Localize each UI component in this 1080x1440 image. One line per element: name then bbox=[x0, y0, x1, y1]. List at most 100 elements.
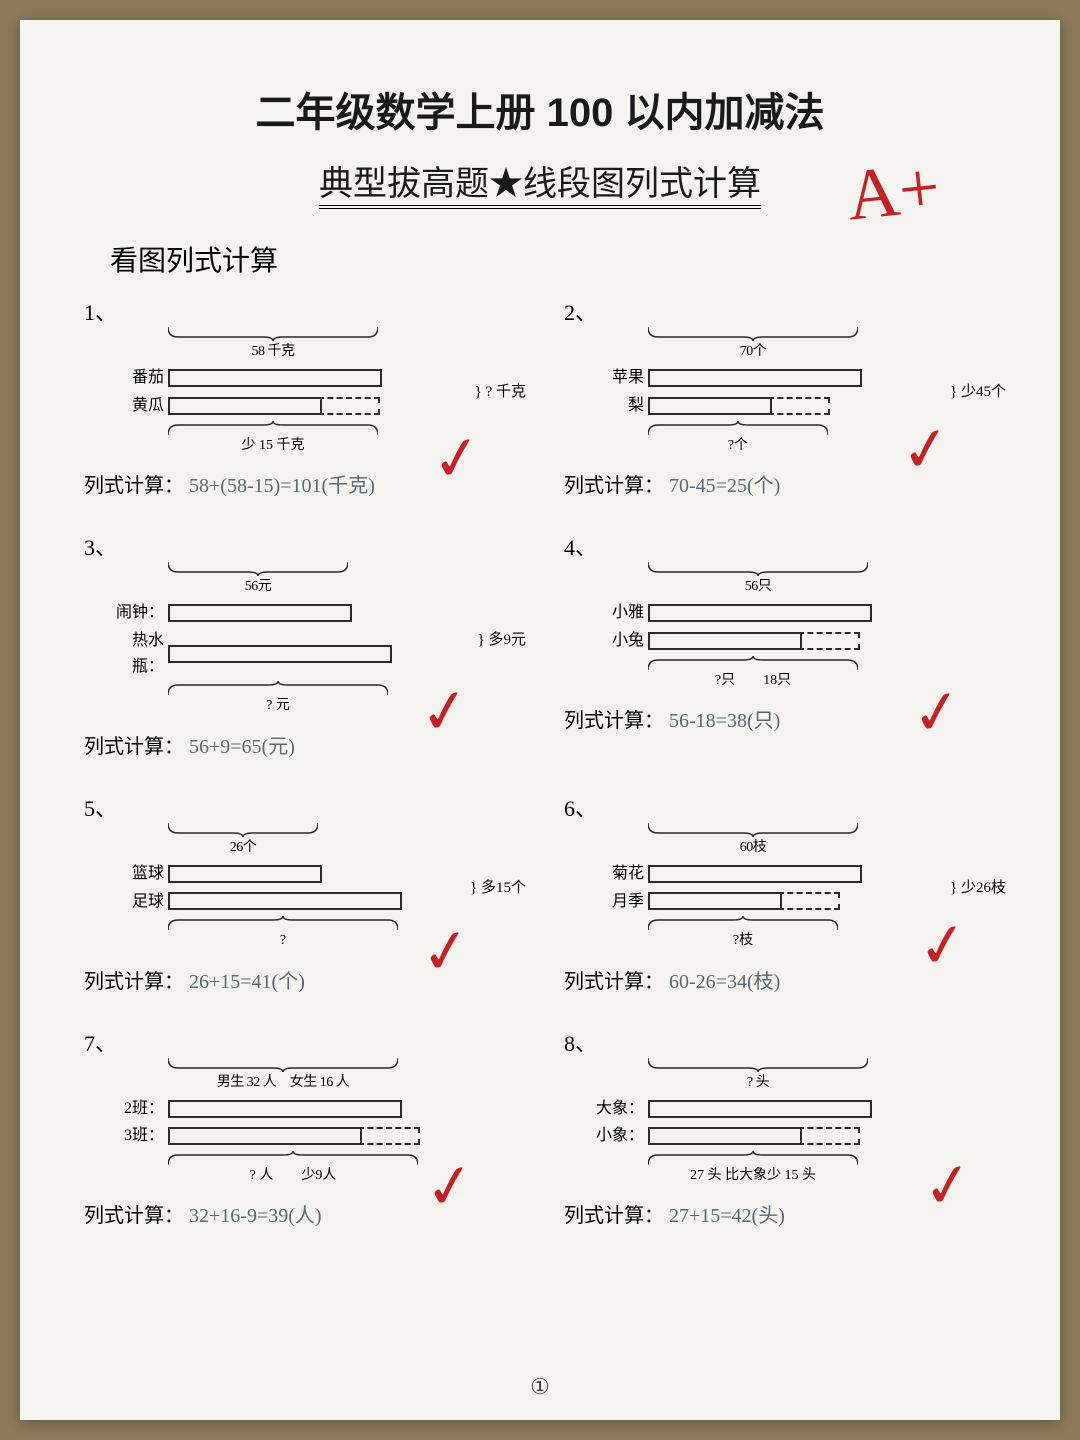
bottom-brace: ?枝 bbox=[648, 916, 838, 952]
bar-label: 苹果 bbox=[584, 365, 648, 391]
problem: 1、 58 千克 番茄 黄瓜 } ? 千克 少 15 千克 bbox=[80, 289, 520, 504]
bottom-label: ?枝 bbox=[648, 930, 838, 952]
bottom-label: 少 15 千克 bbox=[168, 435, 378, 457]
page-title: 二年级数学上册 100 以内加减法 bbox=[80, 80, 1000, 138]
problem: 5、 26个 篮球 足球 } 多15个 ? bbox=[80, 785, 520, 1000]
top-brace: 56元 bbox=[168, 562, 348, 598]
check-mark-icon: ✓ bbox=[918, 1148, 978, 1224]
side-note: } 少26枝 bbox=[950, 876, 1006, 900]
bottom-brace: ?个 bbox=[648, 421, 828, 457]
top-brace: 男生 32 人 女生 16 人 bbox=[168, 1058, 398, 1094]
bar-label: 闹钟： bbox=[104, 600, 168, 626]
top-label: 58 千克 bbox=[168, 341, 378, 363]
bar-segment bbox=[168, 1100, 402, 1118]
answer-label: 列式计算： bbox=[564, 475, 664, 497]
bar-segment bbox=[648, 1127, 802, 1145]
problem: 2、 70个 苹果 梨 } 少45个 ?个 bbox=[560, 289, 1000, 504]
side-note: } 少45个 bbox=[950, 380, 1006, 404]
problem: 8、 ? 头 大象： 小象： 27 头 比大象少 15 头 bbox=[560, 1020, 1000, 1235]
bar-label: 篮球 bbox=[104, 861, 168, 887]
problem: 3、 56元 闹钟： 热水瓶： } 多9元 ? 元 bbox=[80, 524, 520, 765]
bar-segment bbox=[168, 1127, 362, 1145]
student-answer: 60-26=34(枝) bbox=[669, 971, 780, 993]
bottom-label: ? 人 少9人 bbox=[168, 1165, 418, 1187]
bar-label: 黄瓜 bbox=[104, 393, 168, 419]
problem-number: 2、 bbox=[564, 295, 597, 327]
student-answer: 70-45=25(个) bbox=[669, 475, 780, 497]
page-number: ① bbox=[530, 1374, 550, 1400]
bottom-brace: ? 元 bbox=[168, 681, 388, 717]
problem-grid: 1、 58 千克 番茄 黄瓜 } ? 千克 少 15 千克 bbox=[80, 289, 1000, 1234]
top-brace: 60枝 bbox=[648, 823, 858, 859]
bottom-label: 27 头 比大象少 15 头 bbox=[648, 1165, 858, 1187]
student-answer: 32+16-9=39(人) bbox=[189, 1205, 322, 1227]
problem-number: 7、 bbox=[84, 1026, 117, 1058]
bar-segment bbox=[168, 369, 382, 387]
bar-segment bbox=[168, 604, 352, 622]
bar-label: 小兔 bbox=[584, 628, 648, 654]
check-mark-icon: ✓ bbox=[428, 421, 488, 497]
bar-segment bbox=[648, 892, 782, 910]
student-answer: 58+(58-15)=101(千克) bbox=[189, 475, 375, 497]
bar-segment bbox=[648, 632, 802, 650]
top-brace: 26个 bbox=[168, 823, 318, 859]
top-label: 26个 bbox=[168, 837, 318, 859]
bar-segment bbox=[168, 645, 392, 663]
top-brace: 70个 bbox=[648, 327, 858, 363]
bar-label: 3班： bbox=[104, 1123, 168, 1149]
answer-label: 列式计算： bbox=[564, 710, 664, 732]
bar-label: 月季 bbox=[584, 889, 648, 915]
check-mark-icon: ✓ bbox=[908, 675, 968, 751]
top-label: 男生 32 人 女生 16 人 bbox=[168, 1072, 398, 1094]
bar-segment bbox=[168, 865, 322, 883]
bar-label: 梨 bbox=[584, 393, 648, 419]
top-label: 60枝 bbox=[648, 837, 858, 859]
bar-segment bbox=[648, 397, 772, 415]
check-mark-icon: ✓ bbox=[896, 412, 956, 488]
top-brace: ? 头 bbox=[648, 1058, 868, 1094]
problem: 4、 56只 小雅 小兔 ?只 18只 bbox=[560, 524, 1000, 765]
check-mark-icon: ✓ bbox=[416, 913, 476, 989]
answer-label: 列式计算： bbox=[84, 475, 184, 497]
problem: 6、 60枝 菊花 月季 } 少26枝 ?枝 bbox=[560, 785, 1000, 1000]
student-answer: 56+9=65(元) bbox=[189, 736, 295, 758]
section-heading: 看图列式计算 bbox=[110, 239, 1000, 279]
answer-label: 列式计算： bbox=[84, 971, 184, 993]
top-brace: 56只 bbox=[648, 562, 868, 598]
bar-segment bbox=[648, 604, 872, 622]
bottom-brace: 27 头 比大象少 15 头 bbox=[648, 1151, 858, 1187]
bar-label: 足球 bbox=[104, 889, 168, 915]
problem-number: 8、 bbox=[564, 1026, 597, 1058]
bottom-brace: ? 人 少9人 bbox=[168, 1151, 418, 1187]
side-note: } 多9元 bbox=[478, 628, 526, 652]
problem: 7、 男生 32 人 女生 16 人 2班： 3班： ? 人 少9人 bbox=[80, 1020, 520, 1235]
student-answer: 56-18=38(只) bbox=[669, 710, 780, 732]
side-note: } 多15个 bbox=[470, 876, 526, 900]
bar-label: 菊花 bbox=[584, 861, 648, 887]
problem-number: 4、 bbox=[564, 530, 597, 562]
bar-label: 热水瓶： bbox=[104, 628, 168, 679]
line-diagram: 56只 小雅 小兔 ?只 18只 bbox=[584, 562, 996, 692]
bar-segment bbox=[168, 397, 322, 415]
check-mark-icon: ✓ bbox=[420, 1149, 480, 1225]
bar-segment bbox=[648, 1100, 872, 1118]
bottom-brace: 少 15 千克 bbox=[168, 421, 378, 457]
problem-number: 6、 bbox=[564, 791, 597, 823]
bar-label: 大象： bbox=[584, 1096, 648, 1122]
answer-label: 列式计算： bbox=[84, 1205, 184, 1227]
top-label: 70个 bbox=[648, 341, 858, 363]
top-label: ? 头 bbox=[648, 1072, 868, 1094]
bottom-brace: ?只 18只 bbox=[648, 656, 858, 692]
bar-label: 番茄 bbox=[104, 365, 168, 391]
problem-number: 5、 bbox=[84, 791, 117, 823]
worksheet-paper: 二年级数学上册 100 以内加减法 典型拔高题★线段图列式计算 A+ 看图列式计… bbox=[20, 20, 1060, 1420]
page-subtitle: 典型拔高题★线段图列式计算 bbox=[319, 156, 761, 209]
student-answer: 27+15=42(头) bbox=[669, 1205, 785, 1227]
check-mark-icon: ✓ bbox=[914, 908, 974, 984]
bar-segment bbox=[648, 865, 862, 883]
answer-label: 列式计算： bbox=[564, 971, 664, 993]
bottom-label: ? bbox=[168, 930, 398, 952]
bar-segment bbox=[648, 369, 862, 387]
bar-label: 小雅 bbox=[584, 600, 648, 626]
check-mark-icon: ✓ bbox=[416, 673, 476, 749]
